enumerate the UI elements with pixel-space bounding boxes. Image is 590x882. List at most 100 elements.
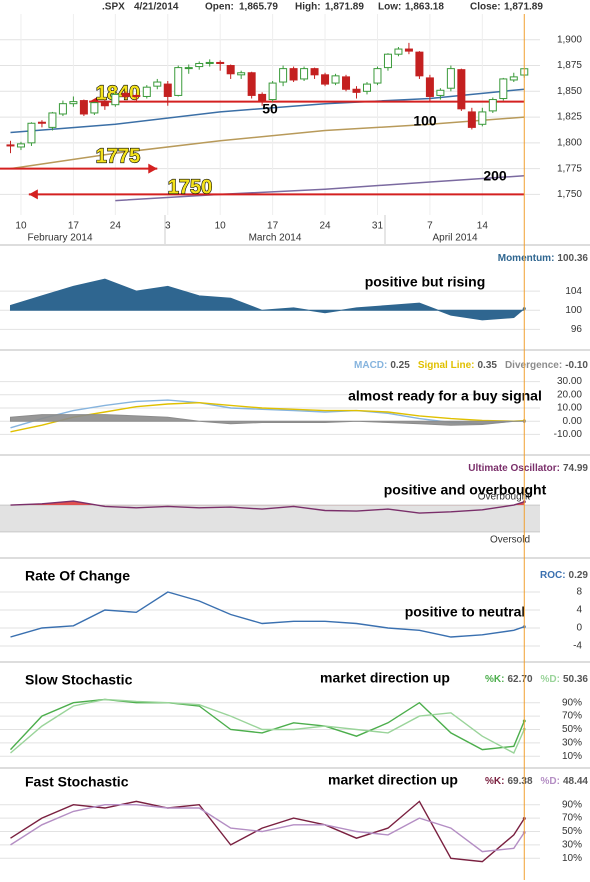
level-label: 1775 [96, 145, 141, 167]
x-tick-label: 17 [267, 221, 279, 232]
candle-body [310, 68, 319, 76]
readout-value: 62.70 [507, 674, 532, 685]
readout-value: -0.10 [565, 360, 588, 371]
candle-body [237, 72, 246, 76]
readout-value: 74.99 [563, 463, 588, 474]
candle-body [163, 83, 172, 97]
readout-value: 0.29 [569, 570, 589, 581]
x-tick-label: 7 [427, 221, 433, 232]
candle-body [446, 68, 455, 89]
readout-value: 48.44 [563, 776, 588, 787]
y-tick-label: 1,800 [557, 137, 582, 148]
y-tick-label: 4 [576, 605, 582, 616]
candle-body [58, 103, 67, 115]
band-label: Overbought [478, 492, 530, 503]
candle-body [258, 93, 267, 102]
y-tick-label: 0.00 [563, 416, 583, 427]
candle-body [488, 99, 497, 112]
y-tick-label: 1,875 [557, 60, 582, 71]
annotation: positive and overbought [384, 482, 547, 498]
y-tick-label: 0 [576, 623, 582, 634]
candle-body [79, 100, 88, 115]
y-tick-label: 104 [565, 286, 582, 297]
y-tick-label: 96 [571, 324, 583, 335]
y-tick-label: 30% [562, 738, 582, 749]
candle-body [6, 144, 15, 147]
candle-body [90, 102, 99, 114]
candle-body [342, 76, 351, 90]
candle-body [69, 101, 78, 105]
readout-name: ROC: [540, 570, 566, 581]
candle-body [216, 61, 225, 64]
annotation: almost ready for a buy signal [348, 388, 542, 404]
area [9, 414, 525, 426]
moving-average-line [115, 175, 525, 202]
x-tick-label: 10 [215, 221, 227, 232]
annotation: positive but rising [365, 274, 486, 290]
candle-body [279, 68, 288, 83]
y-tick-label: 1,750 [557, 189, 582, 200]
annotation: market direction up [320, 670, 450, 686]
month-label: April 2014 [432, 233, 477, 244]
candle-body [268, 82, 277, 101]
y-tick-label: -10.00 [554, 429, 583, 440]
y-tick-label: 20.00 [557, 389, 582, 400]
band-label: Oversold [490, 535, 530, 546]
candle-body [27, 122, 36, 144]
candle-body [184, 67, 193, 70]
quote-field-name: Low: [378, 2, 401, 13]
candle-body [373, 68, 382, 84]
readout: ROC: 0.29 [540, 570, 588, 581]
moving-average-label: 200 [483, 168, 507, 184]
moving-average-line [10, 116, 525, 170]
moving-average-label: 100 [413, 113, 437, 129]
x-tick-label: 31 [372, 221, 384, 232]
readout-value: 0.25 [390, 360, 410, 371]
quote-field-value: 1,871.89 [504, 2, 543, 13]
y-tick-label: 1,775 [557, 163, 582, 174]
candle-body [383, 53, 392, 69]
readout: MACD: 0.25 Signal Line: 0.35 Divergence: -0.1… [354, 360, 588, 371]
readout-name: Momentum: [498, 253, 555, 264]
readout-value: 69.38 [507, 776, 532, 787]
readout: Ultimate Oscillator: 74.99 [468, 463, 588, 474]
y-tick-label: 30% [562, 840, 582, 851]
readout-name: %D: [541, 776, 560, 787]
x-tick-label: 3 [165, 221, 171, 232]
moving-average-line [10, 88, 525, 134]
y-tick-label: 8 [576, 587, 582, 598]
readout-name: Ultimate Oscillator: [468, 463, 560, 474]
readout-name: MACD: [354, 360, 387, 371]
readout: %K: 62.70 %D: 50.36 [485, 674, 588, 685]
y-tick-label: 50% [562, 724, 582, 735]
quote-field-value: 1,865.79 [239, 2, 278, 13]
candle-body [121, 92, 130, 97]
candle-body [48, 112, 57, 128]
candle-body [153, 81, 162, 87]
y-tick-label: 10.00 [557, 403, 582, 414]
candle-body [425, 77, 434, 97]
panel-title: Slow Stochastic [25, 672, 133, 688]
candle-body [321, 74, 330, 85]
candle-body [226, 65, 235, 75]
x-tick-label: 24 [319, 221, 331, 232]
x-tick-label: 10 [15, 221, 27, 232]
x-tick-label: 24 [110, 221, 122, 232]
level-arrow [28, 189, 38, 200]
series-line [10, 500, 525, 514]
candle-body [111, 93, 120, 106]
candle-body [174, 67, 183, 96]
candle-body [16, 143, 25, 148]
readout: Momentum: 100.36 [498, 253, 589, 264]
series-line [10, 698, 525, 754]
series-line [10, 591, 525, 638]
y-tick-label: 1,900 [557, 34, 582, 45]
readout-name: %K: [485, 776, 504, 787]
readout-name: %K: [485, 674, 504, 685]
candle-body [331, 75, 340, 84]
candle-body [436, 89, 445, 96]
candle-body [404, 48, 413, 52]
series-line [10, 401, 525, 433]
y-tick-label: 70% [562, 711, 582, 722]
